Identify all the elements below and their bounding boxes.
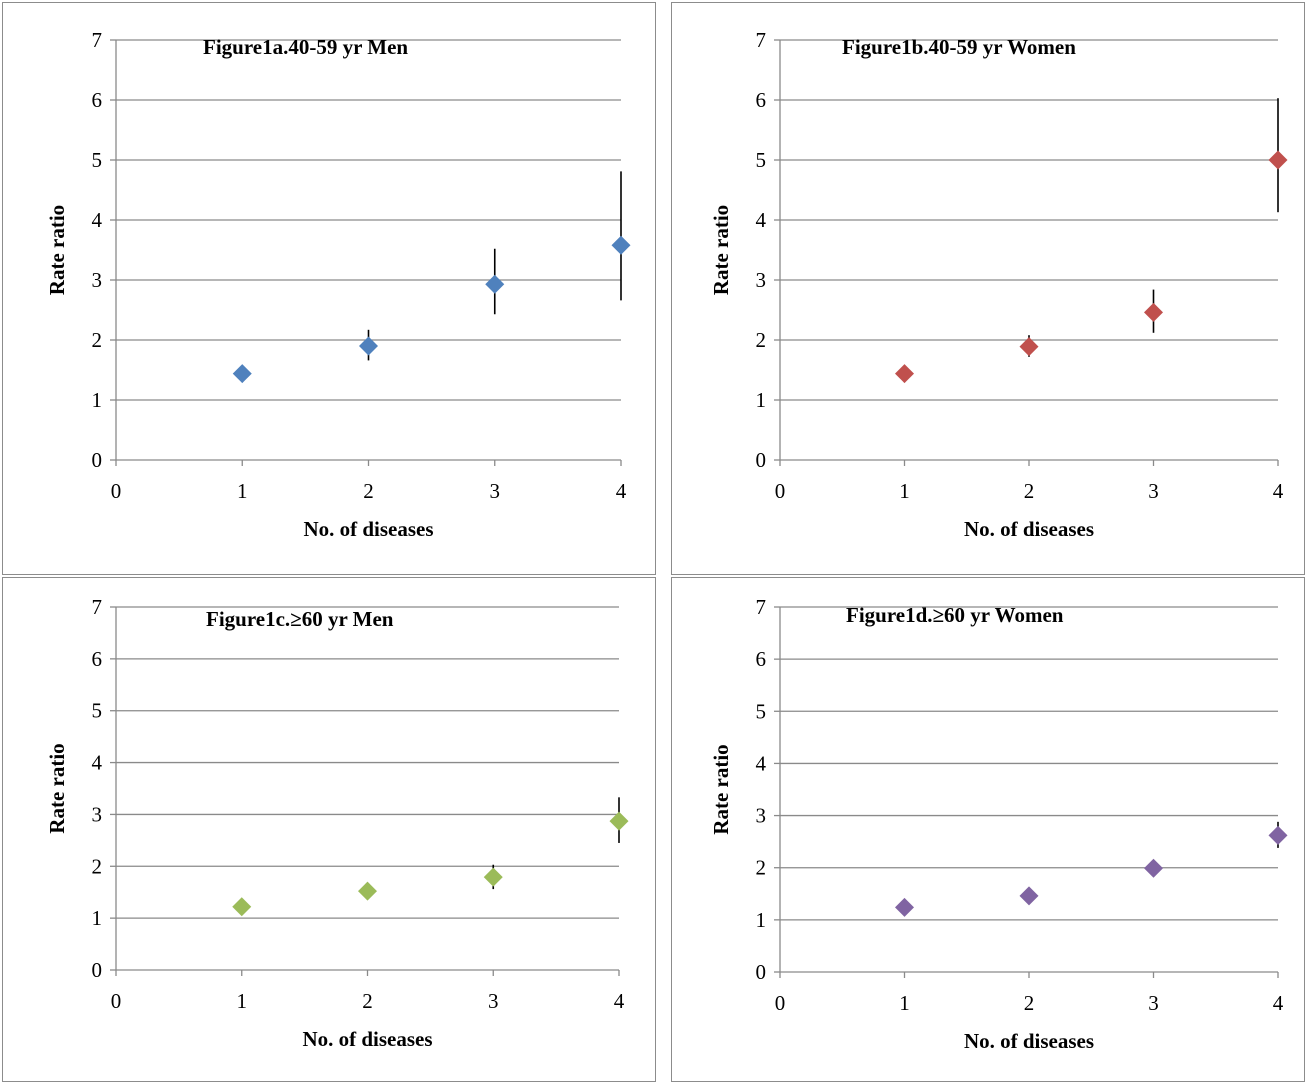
y-tick-label: 6 (756, 647, 767, 671)
y-tick-label: 7 (92, 595, 103, 619)
chart-panel-1a: 0 1 2 3 4 5 6 7 0 1 2 3 4 Figure1a.40-59 yr Men No. of… (2, 2, 656, 575)
y-tick-label: 1 (92, 388, 103, 412)
y-axis-title: Rate ratio (709, 744, 733, 834)
data-point (895, 364, 914, 384)
x-tick-label: 2 (1024, 991, 1035, 1015)
y-tick-label: 6 (92, 647, 103, 671)
x-tick-label: 4 (614, 989, 625, 1013)
x-tick-label: 0 (111, 989, 122, 1013)
y-tick-label: 3 (756, 268, 767, 292)
chart-title: Figure1c.≥60 yr Men (206, 607, 394, 631)
y-tick-label: 5 (756, 148, 767, 172)
x-tick-label: 4 (1273, 479, 1284, 503)
data-point (232, 897, 252, 917)
y-tick-label: 1 (756, 388, 767, 412)
scatter-chart: 0 1 2 3 4 5 6 7 0 1 2 3 4 Figure1b.40-59 yr Women No. … (709, 28, 1288, 541)
chart-title: Figure1d.≥60 yr Women (846, 603, 1064, 627)
x-tick-label: 2 (362, 989, 373, 1013)
chart-title: Figure1a.40-59 yr Men (203, 35, 408, 59)
y-tick-label: 3 (92, 802, 103, 826)
data-point (609, 811, 629, 831)
scatter-chart: 0 1 2 3 4 5 6 7 0 1 2 3 4 Figure1c.≥60 yr Men No. of d… (45, 595, 629, 1051)
y-tick-label: 4 (756, 751, 767, 775)
y-tick-label: 3 (92, 268, 103, 292)
y-tick-label: 1 (756, 908, 767, 932)
y-tick-label: 2 (756, 856, 767, 880)
x-tick-label: 3 (1148, 479, 1159, 503)
y-tick-label: 5 (756, 699, 767, 723)
y-axis-title: Rate ratio (709, 205, 733, 295)
x-axis-title: No. of diseases (302, 1027, 432, 1051)
y-tick-label: 3 (756, 804, 767, 828)
x-tick-label: 4 (616, 479, 627, 503)
y-tick-label: 0 (92, 448, 103, 472)
x-tick-label: 0 (775, 991, 786, 1015)
y-tick-label: 2 (92, 328, 103, 352)
y-tick-label: 6 (756, 88, 767, 112)
x-tick-label: 3 (488, 989, 499, 1013)
scatter-chart: 0 1 2 3 4 5 6 7 0 1 2 3 4 Figure1a.40-59 yr Men No. of… (45, 28, 631, 541)
chart-panel-1c: 0 1 2 3 4 5 6 7 0 1 2 3 4 Figure1c.≥60 yr Men No. of d… (2, 577, 656, 1082)
x-tick-label: 1 (237, 479, 248, 503)
chart-panel-1b: 0 1 2 3 4 5 6 7 0 1 2 3 4 Figure1b.40-59 yr Women No. … (671, 2, 1305, 575)
x-tick-label: 0 (775, 479, 786, 503)
x-tick-label: 0 (111, 479, 122, 503)
y-tick-label: 7 (756, 28, 767, 52)
x-tick-label: 1 (899, 991, 910, 1015)
y-tick-label: 7 (756, 595, 767, 619)
y-tick-label: 4 (92, 751, 103, 775)
data-point (1268, 825, 1288, 845)
y-tick-label: 0 (92, 958, 103, 982)
x-axis-title: No. of diseases (964, 517, 1094, 541)
data-point (1019, 886, 1039, 906)
y-tick-label: 6 (92, 88, 103, 112)
y-tick-label: 5 (92, 148, 103, 172)
scatter-chart: 0 1 2 3 4 5 6 7 0 1 2 3 4 Figure1d.≥60 yr Women No. of… (709, 595, 1288, 1053)
data-point (611, 235, 631, 255)
y-tick-label: 0 (756, 448, 767, 472)
data-point (358, 881, 377, 901)
x-axis-title: No. of diseases (303, 517, 433, 541)
x-tick-label: 1 (237, 989, 248, 1013)
x-tick-label: 3 (1148, 991, 1159, 1015)
data-point (232, 364, 252, 384)
y-tick-label: 4 (92, 208, 103, 232)
y-tick-label: 1 (92, 906, 103, 930)
y-tick-label: 5 (92, 699, 103, 723)
x-tick-label: 1 (899, 479, 910, 503)
data-point (359, 336, 378, 356)
data-point (895, 897, 914, 917)
x-tick-label: 2 (1024, 479, 1035, 503)
x-tick-label: 3 (490, 479, 501, 503)
y-tick-label: 4 (756, 208, 767, 232)
y-tick-label: 7 (92, 28, 103, 52)
x-axis-title: No. of diseases (964, 1029, 1094, 1053)
y-axis-title: Rate ratio (45, 743, 69, 833)
data-point (1144, 302, 1163, 322)
chart-title: Figure1b.40-59 yr Women (842, 35, 1076, 59)
data-point (1144, 858, 1163, 878)
y-tick-label: 2 (92, 854, 103, 878)
x-tick-label: 2 (363, 479, 374, 503)
y-axis-title: Rate ratio (45, 205, 69, 295)
y-tick-label: 2 (756, 328, 767, 352)
data-point (485, 274, 505, 294)
y-tick-label: 0 (756, 960, 767, 984)
data-point (1019, 337, 1039, 357)
data-point (483, 867, 503, 887)
x-tick-label: 4 (1273, 991, 1284, 1015)
chart-panel-1d: 0 1 2 3 4 5 6 7 0 1 2 3 4 Figure1d.≥60 yr Women No. of… (671, 577, 1305, 1082)
data-point (1268, 150, 1288, 170)
